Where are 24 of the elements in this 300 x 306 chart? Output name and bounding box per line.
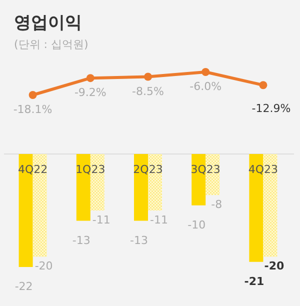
data-label: -13	[72, 234, 90, 247]
data-label: -13	[130, 234, 148, 247]
data-label: -12.9%	[252, 102, 291, 116]
data-label: -18.1%	[13, 103, 52, 116]
x-tick-label: 3Q23	[190, 163, 220, 176]
point	[86, 74, 94, 82]
data-label: -22	[14, 280, 33, 293]
x-tick-label: 1Q23	[76, 163, 106, 176]
point	[28, 91, 37, 99]
chart-title: 영업이익	[14, 13, 82, 33]
data-label: -20	[34, 260, 53, 273]
data-label: -21	[244, 274, 264, 288]
data-label: -11	[150, 214, 168, 226]
data-label: -6.0%	[190, 80, 222, 93]
point	[202, 68, 210, 76]
chart-subtitle: (단위 : 십억원)	[14, 38, 88, 51]
data-label: -20	[264, 260, 284, 273]
data-label: -10	[188, 218, 206, 232]
data-label: -8.5%	[132, 84, 164, 98]
point	[259, 81, 268, 90]
data-label: -8	[211, 198, 222, 212]
data-label: -11	[92, 214, 110, 226]
data-label: -9.2%	[74, 86, 106, 100]
point	[144, 72, 152, 81]
